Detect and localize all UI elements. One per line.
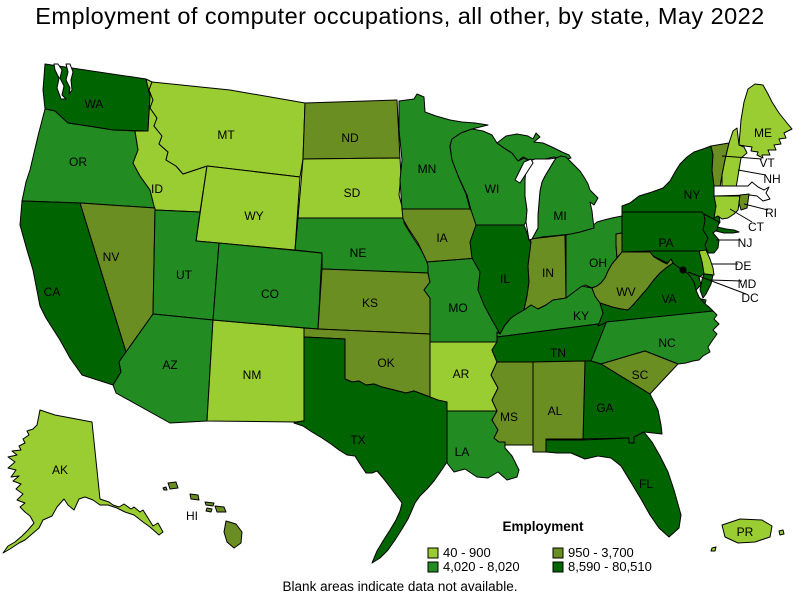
svg-text:NJ: NJ xyxy=(738,236,753,250)
svg-text:TX: TX xyxy=(350,433,365,447)
svg-text:KY: KY xyxy=(573,309,589,323)
svg-text:MS: MS xyxy=(500,410,518,424)
svg-text:CA: CA xyxy=(44,285,61,299)
svg-text:NE: NE xyxy=(350,246,367,260)
svg-text:GA: GA xyxy=(596,401,613,415)
svg-text:OR: OR xyxy=(69,155,87,169)
svg-text:MO: MO xyxy=(448,301,467,315)
svg-text:NC: NC xyxy=(658,336,676,350)
svg-text:40 - 900: 40 - 900 xyxy=(443,545,491,560)
svg-text:ME: ME xyxy=(754,126,772,140)
svg-text:Employment: Employment xyxy=(502,519,584,534)
svg-text:MN: MN xyxy=(418,162,437,176)
svg-text:CO: CO xyxy=(261,287,279,301)
svg-text:NV: NV xyxy=(103,250,120,264)
svg-text:NH: NH xyxy=(763,172,780,186)
svg-text:NY: NY xyxy=(684,188,701,202)
svg-text:KS: KS xyxy=(362,296,378,310)
svg-text:DE: DE xyxy=(735,259,752,273)
svg-text:WA: WA xyxy=(85,97,104,111)
svg-text:OK: OK xyxy=(377,356,394,370)
svg-text:OH: OH xyxy=(589,256,607,270)
svg-text:ND: ND xyxy=(341,131,359,145)
svg-text:FL: FL xyxy=(639,477,653,491)
svg-text:RI: RI xyxy=(765,206,777,220)
svg-text:DC: DC xyxy=(741,291,759,305)
svg-text:4,020 - 8,020: 4,020 - 8,020 xyxy=(443,559,520,574)
svg-text:ID: ID xyxy=(151,182,163,196)
svg-text:MD: MD xyxy=(738,277,757,291)
svg-text:WY: WY xyxy=(244,209,263,223)
svg-text:AK: AK xyxy=(52,463,68,477)
svg-text:TN: TN xyxy=(550,346,566,360)
svg-text:VA: VA xyxy=(661,292,676,306)
svg-text:950 - 3,700: 950 - 3,700 xyxy=(568,545,634,560)
svg-text:PA: PA xyxy=(658,236,673,250)
svg-text:IN: IN xyxy=(542,266,554,280)
svg-text:SD: SD xyxy=(344,186,361,200)
svg-text:8,590 - 80,510: 8,590 - 80,510 xyxy=(568,559,652,574)
svg-text:MI: MI xyxy=(553,209,566,223)
svg-text:HI: HI xyxy=(186,509,198,523)
svg-text:AR: AR xyxy=(453,367,470,381)
svg-text:MT: MT xyxy=(217,128,235,142)
svg-text:IL: IL xyxy=(500,272,510,286)
svg-text:AZ: AZ xyxy=(162,358,177,372)
svg-text:NM: NM xyxy=(243,368,262,382)
svg-text:VT: VT xyxy=(759,156,775,170)
svg-text:SC: SC xyxy=(632,368,649,382)
svg-text:CT: CT xyxy=(748,220,765,234)
svg-text:WI: WI xyxy=(485,182,500,196)
svg-text:AL: AL xyxy=(548,404,563,418)
svg-text:PR: PR xyxy=(737,525,754,539)
svg-text:UT: UT xyxy=(176,268,193,282)
svg-text:WV: WV xyxy=(616,285,635,299)
svg-text:LA: LA xyxy=(455,445,470,459)
svg-text:IA: IA xyxy=(436,231,447,245)
